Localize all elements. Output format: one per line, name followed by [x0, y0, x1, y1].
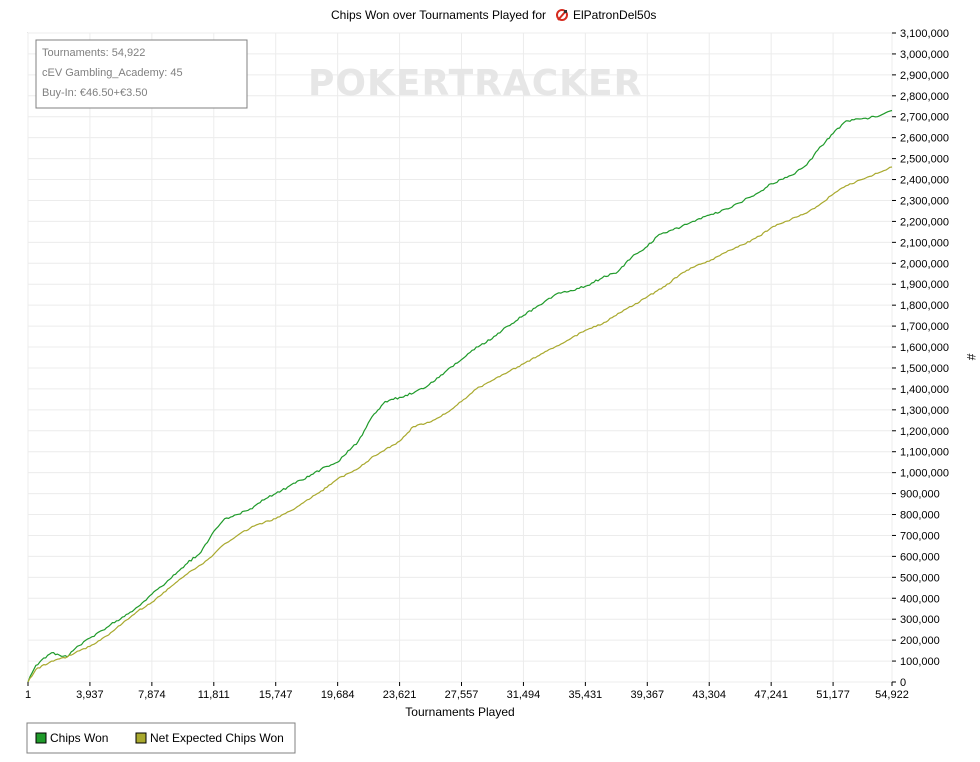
- x-axis-label: Tournaments Played: [405, 705, 514, 719]
- x-tick-label: 51,177: [816, 689, 850, 701]
- y-tick-label: 2,400,000: [900, 175, 949, 187]
- info-buyin: Buy-In: €46.50+€3.50: [42, 87, 148, 99]
- info-tournaments: Tournaments: 54,922: [42, 47, 145, 59]
- series-layer: [27, 109, 893, 683]
- y-tick-label: 3,100,000: [900, 28, 949, 40]
- info-box: Tournaments: 54,922 cEV Gambling_Academy…: [35, 39, 248, 109]
- y-tick-label: 1,500,000: [900, 363, 949, 375]
- y-tick-label: 2,600,000: [900, 133, 949, 145]
- y-tick-label: 1,100,000: [900, 447, 949, 459]
- x-tick-label: 1: [25, 689, 31, 701]
- legend-swatch-chips-won: [35, 732, 47, 744]
- y-tick-label: 300,000: [900, 614, 940, 626]
- y-tick-label: 800,000: [900, 510, 940, 522]
- y-tick-label: 1,900,000: [900, 279, 949, 291]
- series-line-net-expected-chips-won: [27, 166, 893, 683]
- y-tick-label: 1,200,000: [900, 426, 949, 438]
- y-tick-label: 1,000,000: [900, 468, 949, 480]
- y-tick-label: 1,800,000: [900, 300, 949, 312]
- y-tick-label: 2,100,000: [900, 237, 949, 249]
- legend-swatch-net-expected: [135, 732, 147, 744]
- y-tick-label: 1,300,000: [900, 405, 949, 417]
- y-tick-label: 2,200,000: [900, 216, 949, 228]
- chart-title: Chips Won over Tournaments Played for: [331, 8, 546, 22]
- x-tick-label: 27,557: [445, 689, 479, 701]
- plot-area: [27, 32, 893, 683]
- y-axis: 0 100,000 200,000 300,000 400,000 500,000 600,…: [892, 28, 949, 689]
- x-tick-label: 31,494: [507, 689, 541, 701]
- x-tick-label: 23,621: [383, 689, 417, 701]
- x-tick-label: 35,431: [569, 689, 603, 701]
- player-name: ElPatronDel50s: [573, 8, 656, 22]
- y-tick-label: 1,700,000: [900, 321, 949, 333]
- grid-lines: [27, 32, 893, 683]
- x-tick-label: 11,811: [198, 689, 230, 701]
- x-tick-label: 15,747: [259, 689, 293, 701]
- y-tick-label: 200,000: [900, 635, 940, 647]
- x-tick-label: 47,241: [754, 689, 788, 701]
- y-tick-label: 1,600,000: [900, 342, 949, 354]
- x-tick-label: 39,367: [630, 689, 664, 701]
- x-axis: 1 3,937 7,874 11,811 15,747 19,684 23,621 27,55…: [25, 682, 909, 701]
- y-tick-label: 700,000: [900, 530, 940, 542]
- y-tick-label: 3,000,000: [900, 49, 949, 61]
- y-tick-label: 1,400,000: [900, 384, 949, 396]
- y-tick-label: 2,500,000: [900, 154, 949, 166]
- y-tick-label: 900,000: [900, 489, 940, 501]
- legend: Chips Won Net Expected Chips Won: [26, 722, 296, 754]
- y-tick-label: 100,000: [900, 656, 940, 668]
- series-line-chips-won: [27, 109, 893, 683]
- y-tick-label: 600,000: [900, 551, 940, 563]
- x-tick-label: 3,937: [76, 689, 104, 701]
- y-tick-label: 500,000: [900, 572, 940, 584]
- info-cev: cEV Gambling_Academy: 45: [42, 67, 183, 79]
- legend-label-net-expected: Net Expected Chips Won: [150, 731, 284, 745]
- pokertracker-watermark: POKERTRACKER: [308, 63, 642, 104]
- y-tick-label: 2,900,000: [900, 70, 949, 82]
- legend-label-chips-won: Chips Won: [50, 731, 108, 745]
- player-logo-icon: [556, 9, 568, 21]
- x-tick-label: 54,922: [875, 689, 909, 701]
- y-tick-label: 0: [900, 677, 906, 689]
- x-tick-label: 19,684: [321, 689, 355, 701]
- x-tick-label: 43,304: [692, 689, 726, 701]
- y-tick-label: 2,300,000: [900, 195, 949, 207]
- y-tick-label: 2,800,000: [900, 91, 949, 103]
- y-tick-label: 2,700,000: [900, 112, 949, 124]
- y-tick-label: 400,000: [900, 593, 940, 605]
- y-tick-label: 2,000,000: [900, 258, 949, 270]
- y-axis-label: #: [964, 354, 978, 361]
- x-tick-label: 7,874: [138, 689, 166, 701]
